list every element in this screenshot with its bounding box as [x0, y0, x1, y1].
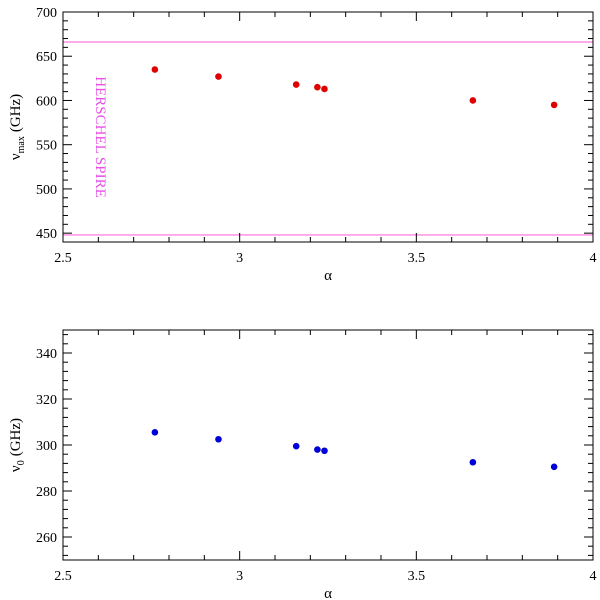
x-tick-label: 4 [590, 569, 597, 584]
y-tick-label: 550 [36, 139, 57, 154]
herschel-spire-annotation: HERSCHEL SPIRE [92, 76, 108, 198]
x-tick-label: 2.5 [54, 251, 72, 266]
x-axis-label: α [324, 586, 332, 600]
y-axis-label-subscript: max [16, 136, 27, 153]
chart-panel-2: 2.5 3 3.5 4 260 280 300 320 340 α ν0 (GHz) [8, 329, 597, 600]
data-point [321, 85, 328, 93]
y-axis-label-symbol: ν [8, 153, 24, 160]
data-point [550, 463, 558, 471]
data-point [469, 97, 477, 104]
y-tick-label: 280 [36, 485, 57, 500]
data-point [215, 435, 222, 443]
y-axis-label-symbol: ν [8, 465, 24, 472]
y-axis-label: νmax (GHz) [8, 94, 27, 160]
data-point [314, 446, 321, 453]
y-tick-label: 320 [36, 393, 57, 408]
x-tick-label: 3 [236, 569, 243, 584]
data-point [321, 447, 328, 455]
y-tick-label: 500 [36, 183, 57, 198]
x-tick-label: 2.5 [54, 569, 72, 584]
x-tick-label: 3.5 [408, 251, 426, 266]
chart-panel-1: 2.5 3 3.5 4 450 500 550 600 650 700 α νmax (GHz) HERS… [8, 6, 597, 284]
plot-frame [62, 329, 594, 561]
y-tick-label: 450 [36, 227, 57, 242]
y-tick-label: 700 [36, 6, 57, 21]
data-point [292, 442, 300, 450]
y-tick-label: 340 [36, 347, 57, 362]
y-axis-label-unit: (GHz) [8, 418, 24, 456]
y-tick-label: 260 [36, 531, 57, 546]
plot-frame [62, 11, 594, 243]
x-axis-label: α [324, 268, 332, 284]
data-point [469, 458, 477, 466]
data-point [151, 429, 159, 436]
x-tick-label: 3 [236, 251, 243, 266]
y-tick-label: 650 [36, 50, 57, 65]
x-tick-label: 3.5 [408, 569, 426, 584]
data-point [292, 81, 300, 88]
data-point [151, 66, 159, 73]
x-tick-label: 4 [590, 251, 597, 266]
y-tick-label: 600 [36, 94, 57, 109]
y-axis-label-subscript: 0 [16, 460, 27, 465]
y-axis-label: ν0 (GHz) [8, 418, 27, 472]
data-point [215, 73, 222, 80]
y-tick-label: 300 [36, 439, 57, 454]
data-point [550, 101, 558, 109]
data-point [314, 83, 321, 91]
y-axis-label-unit: (GHz) [8, 94, 24, 132]
